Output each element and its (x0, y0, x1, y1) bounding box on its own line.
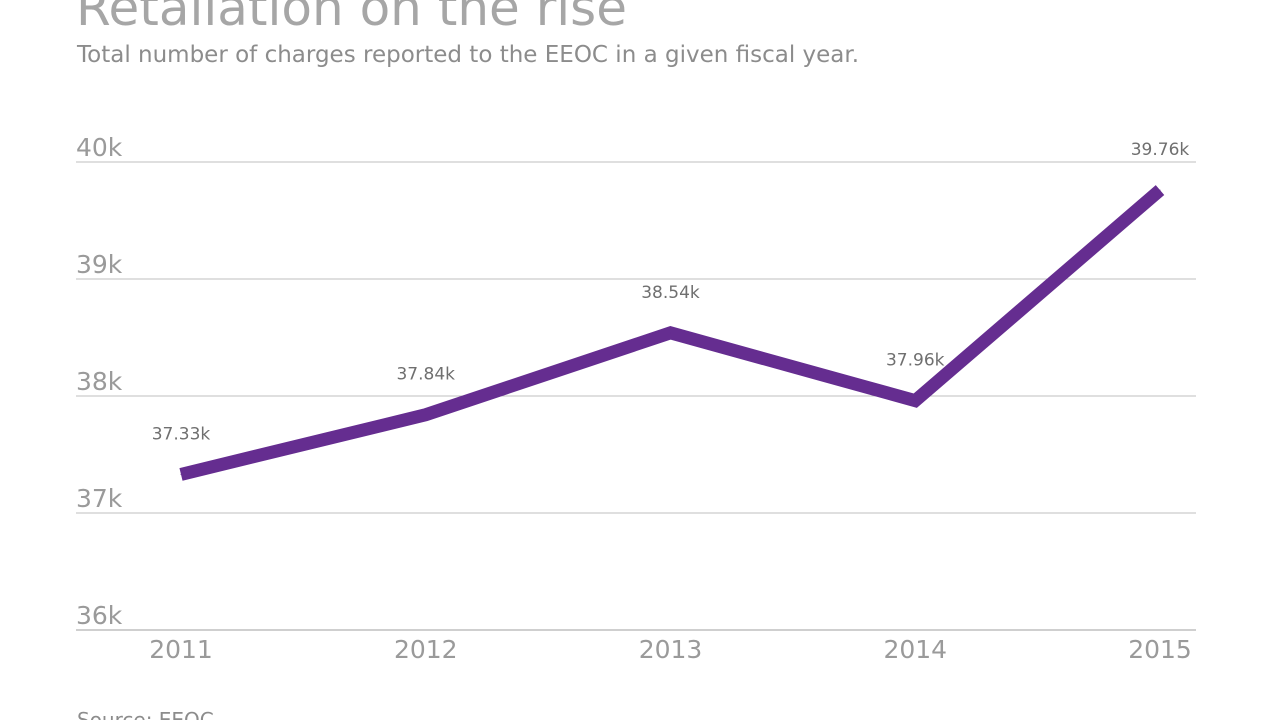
y-tick-label-36k: 36k (76, 601, 123, 630)
x-tick-label-2012: 2012 (394, 635, 458, 664)
gridlines (76, 161, 1196, 631)
chart-source: Source: EEOC (77, 708, 214, 720)
data-point-2014 (914, 400, 916, 402)
data-point-2015 (1159, 189, 1161, 191)
x-axis-ticks: 2011 2012 2013 2014 2015 (149, 635, 1192, 664)
chart-subtitle: Total number of charges reported to the … (77, 42, 860, 68)
x-tick-label-2014: 2014 (883, 635, 947, 664)
x-tick-label-2011: 2011 (149, 635, 213, 664)
y-axis-ticks: 40k 39k 38k 37k 36k (76, 133, 123, 630)
series-line-layer (179, 185, 1165, 481)
data-point-2011 (180, 473, 182, 475)
x-tick-label-2013: 2013 (639, 635, 703, 664)
data-labels: 37.33k 37.84k 38.54k 37.96k 39.76k (152, 140, 1190, 444)
data-label-2013: 38.54k (641, 283, 700, 303)
y-tick-label-40k: 40k (76, 133, 123, 162)
data-label-2015: 39.76k (1131, 140, 1190, 160)
data-label-2011: 37.33k (152, 424, 211, 444)
y-tick-label-38k: 38k (76, 367, 123, 396)
data-point-2012 (425, 414, 427, 416)
chart-title: Retaliation on the rise (76, 0, 627, 37)
y-tick-label-39k: 39k (76, 250, 123, 279)
data-point-2013 (670, 332, 671, 334)
y-tick-label-37k: 37k (76, 484, 123, 513)
data-label-2012: 37.84k (396, 365, 455, 385)
x-tick-label-2015: 2015 (1128, 635, 1192, 664)
data-label-2014: 37.96k (886, 351, 945, 371)
series-line (179, 185, 1165, 481)
